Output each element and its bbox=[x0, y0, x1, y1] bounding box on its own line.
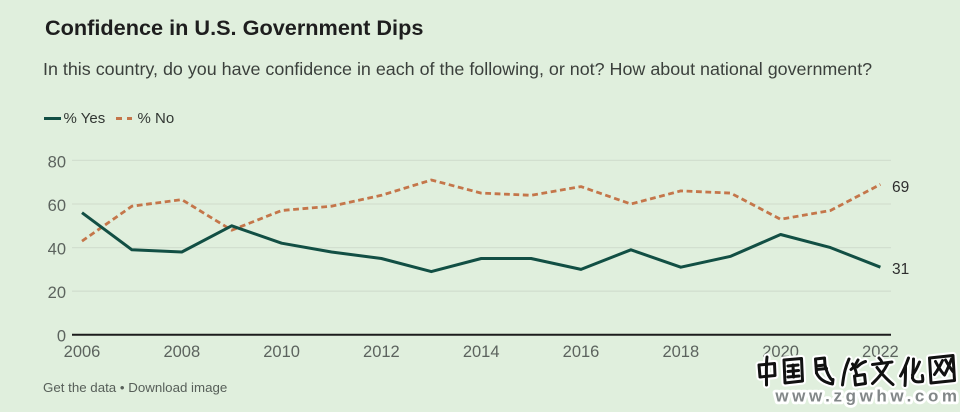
svg-text:40: 40 bbox=[48, 241, 66, 259]
svg-text:69: 69 bbox=[892, 179, 909, 196]
svg-text:2006: 2006 bbox=[64, 343, 101, 361]
svg-text:2014: 2014 bbox=[463, 343, 500, 361]
svg-text:2016: 2016 bbox=[563, 343, 600, 361]
svg-text:2008: 2008 bbox=[163, 343, 200, 361]
svg-text:2022: 2022 bbox=[862, 343, 899, 361]
svg-text:2018: 2018 bbox=[662, 343, 699, 361]
svg-text:2010: 2010 bbox=[263, 343, 300, 361]
svg-text:20: 20 bbox=[48, 284, 66, 302]
svg-text:60: 60 bbox=[48, 197, 66, 215]
svg-text:0: 0 bbox=[57, 328, 66, 346]
svg-text:31: 31 bbox=[892, 261, 909, 278]
svg-text:www.zgwhw.com: www.zgwhw.com bbox=[774, 387, 960, 406]
svg-text:2012: 2012 bbox=[363, 343, 400, 361]
svg-text:80: 80 bbox=[48, 153, 66, 171]
